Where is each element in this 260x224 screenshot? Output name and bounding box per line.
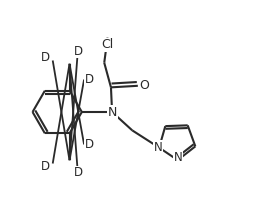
Text: N: N <box>154 141 162 154</box>
Text: D: D <box>41 51 50 64</box>
Text: D: D <box>41 160 50 173</box>
Text: N: N <box>174 151 183 164</box>
Text: D: D <box>74 166 83 179</box>
Text: N: N <box>107 106 117 118</box>
Text: Cl: Cl <box>101 38 114 51</box>
Text: D: D <box>85 138 94 151</box>
Text: D: D <box>74 45 83 58</box>
Text: D: D <box>85 73 94 86</box>
Text: O: O <box>139 79 149 92</box>
